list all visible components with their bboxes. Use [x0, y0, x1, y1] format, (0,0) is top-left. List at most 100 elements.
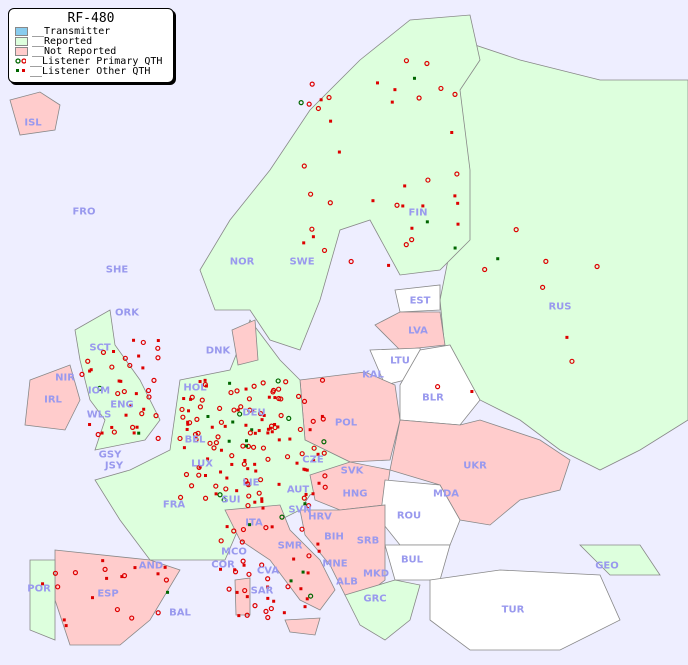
listener-other-marker [260, 497, 264, 501]
listener-primary-marker [279, 514, 285, 520]
listener-primary-marker [97, 385, 103, 391]
listener-primary-marker [569, 358, 575, 364]
listener-other-marker [132, 431, 136, 435]
country-label-fra: FRA [162, 499, 186, 511]
listener-other-marker [319, 98, 323, 102]
country-label-sct: SCT [89, 342, 111, 354]
listener-primary-marker [151, 377, 157, 383]
country-lva [374, 311, 446, 351]
listener-primary-marker [102, 566, 108, 572]
listener-other-marker [186, 422, 190, 426]
listener-other-marker [210, 425, 214, 429]
country-label-grc: GRC [363, 593, 387, 605]
listener-other-marker [237, 614, 241, 618]
listener-primary-marker [146, 394, 152, 400]
listener-other-marker [308, 428, 312, 432]
listener-primary-marker [127, 362, 133, 369]
country-label-fin: FIN [408, 207, 428, 219]
listener-other-marker [496, 257, 500, 261]
country-sar [234, 577, 251, 616]
listener-other-marker [270, 525, 274, 529]
listener-other-marker [316, 542, 320, 546]
listener-primary-marker [79, 371, 85, 378]
listener-primary-marker [199, 397, 205, 403]
listener-other-marker [110, 425, 114, 429]
country-label-bal: BAL [169, 607, 191, 619]
legend-title: RF-480 [67, 11, 115, 26]
listener-other-marker [320, 414, 324, 418]
listener-primary-marker [265, 614, 271, 621]
listener-primary-marker [482, 266, 488, 273]
listener-primary-marker [540, 284, 546, 290]
listener-primary-marker [315, 105, 321, 112]
listener-primary-marker [140, 339, 146, 346]
listener-other-marker [244, 439, 248, 443]
listener-other-marker [453, 246, 457, 250]
listener-primary-marker [321, 247, 328, 254]
listener-primary-marker [306, 101, 312, 107]
listener-primary-marker [322, 473, 328, 479]
country-label-kal: KAL [362, 369, 384, 381]
listener-other-marker [266, 585, 270, 589]
listener-other-marker [182, 446, 186, 450]
listener-other-marker [185, 427, 189, 431]
country-est [394, 284, 441, 313]
listener-primary-marker [247, 407, 253, 413]
country-label-esp: ESP [97, 588, 119, 600]
listener-primary-marker [244, 481, 251, 487]
listener-primary-marker [247, 430, 253, 436]
legend-not-reported: __Not Reported [9, 46, 173, 57]
listener-primary-marker [241, 461, 247, 467]
listener-other-marker [90, 596, 94, 600]
listener-other-marker [250, 428, 254, 432]
listener-other-marker [305, 468, 309, 472]
listener-primary-marker [218, 538, 224, 544]
listener-other-marker [198, 465, 202, 469]
listener-primary-marker [130, 424, 136, 430]
listener-primary-marker [55, 584, 61, 590]
listener-other-marker [303, 605, 307, 609]
listener-primary-marker [259, 562, 265, 568]
listener-primary-marker [121, 388, 127, 395]
listener-other-marker [223, 424, 227, 428]
legend-reported: __Reported [9, 36, 173, 47]
listener-other-marker [244, 387, 248, 391]
listener-primary-marker [114, 606, 121, 613]
listener-other-marker [375, 81, 379, 85]
listener-primary-marker [95, 431, 101, 438]
listener-primary-marker [306, 503, 312, 509]
listener-primary-marker [155, 610, 161, 616]
listener-markers [41, 58, 600, 628]
country-label-deu: DEU [242, 407, 266, 419]
listener-other-marker [302, 241, 306, 245]
listener-other-marker [142, 407, 146, 411]
listener-other-marker [303, 502, 307, 506]
country-label-wls: WLS [86, 409, 112, 421]
listener-other-marker [206, 457, 210, 461]
listener-other-marker [225, 476, 229, 480]
listener-primary-marker [309, 81, 315, 87]
listener-other-marker [267, 395, 271, 399]
listener-primary-marker [260, 380, 266, 386]
listener-other-marker [260, 418, 264, 422]
listener-primary-marker [111, 429, 117, 435]
listener-other-marker [235, 590, 239, 594]
listener-primary-marker [263, 524, 269, 531]
listener-primary-marker [202, 381, 208, 388]
country-label-iom: IOM [87, 385, 111, 397]
listener-other-marker [453, 194, 457, 198]
listener-primary-marker [299, 526, 305, 532]
listener-other-marker [317, 549, 321, 553]
country-label-lux: LUX [191, 458, 213, 470]
listener-primary-marker [263, 608, 269, 614]
listener-primary-marker [245, 502, 251, 509]
listener-primary-marker [195, 430, 201, 436]
country-label-tur: TUR [501, 604, 525, 616]
listener-primary-marker [145, 387, 152, 394]
listener-primary-marker [202, 495, 209, 501]
listener-primary-marker [217, 405, 223, 412]
listener-other-marker [227, 439, 231, 443]
listener-other-marker [305, 597, 309, 601]
listener-primary-marker [270, 389, 276, 395]
country-label-lie: LIE [242, 477, 260, 489]
